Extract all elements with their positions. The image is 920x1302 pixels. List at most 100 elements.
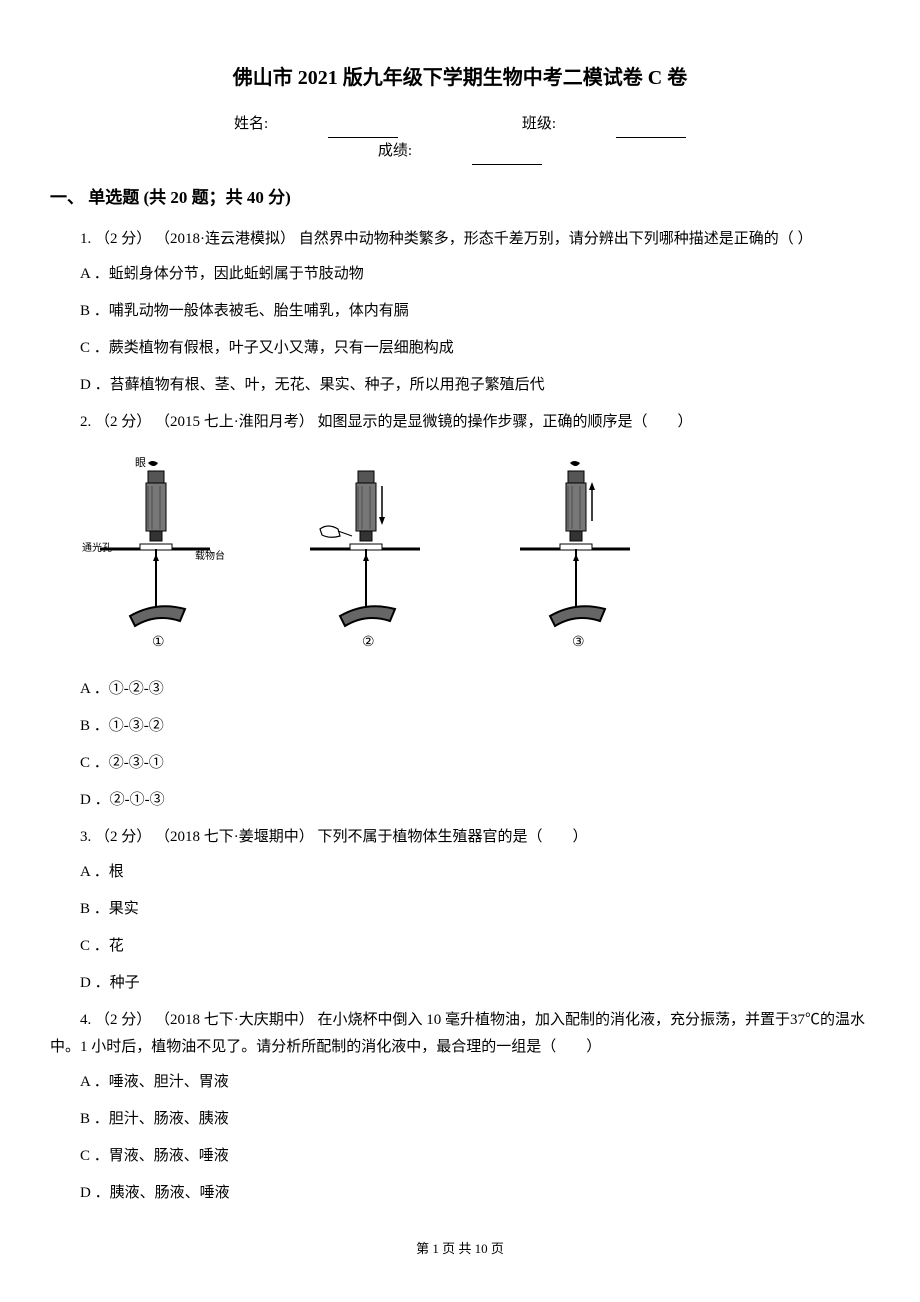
q1-option-b[interactable]: B ．哺乳动物一般体表被毛、胎生哺乳，体内有膈	[50, 298, 870, 325]
stage-label: 载物台	[195, 549, 225, 562]
q4-option-b[interactable]: B ．胆汁、肠液、胰液	[50, 1106, 870, 1133]
eyepiece	[148, 471, 164, 483]
tube	[566, 483, 586, 531]
class-blank[interactable]	[616, 123, 686, 138]
name-field[interactable]: 姓名:	[204, 111, 428, 138]
diagram-2-number: ②	[362, 635, 375, 650]
q3-option-a[interactable]: A ．根	[50, 859, 870, 886]
q2-source: （2015 七上·淮阳月考）	[155, 414, 314, 430]
light-arrow-icon	[573, 554, 579, 561]
objective	[360, 531, 372, 541]
diagram-2: ②	[290, 451, 440, 661]
q4-opt-c-text: 胃液、肠液、唾液	[109, 1148, 229, 1164]
light-arrow-icon	[153, 554, 159, 561]
q1-option-c[interactable]: C ．蕨类植物有假根，叶子又小又薄，只有一层细胞构成	[50, 335, 870, 362]
eyepiece	[568, 471, 584, 483]
microscope-2-svg: ②	[290, 451, 440, 651]
class-label: 班级:	[522, 111, 556, 138]
q1-opt-a-text: 蚯蚓身体分节，因此蚯蚓属于节肢动物	[109, 266, 364, 282]
tube	[356, 483, 376, 531]
eyepiece	[358, 471, 374, 483]
q2-opt-b-text: ①‐③‐②	[109, 718, 164, 734]
microscope-diagrams: 眼 通光孔 载物台	[80, 451, 870, 661]
student-info-fields: 姓名: 班级: 成绩:	[50, 111, 870, 165]
q1-option-d[interactable]: D ．苔藓植物有根、茎、叶，无花、果实、种子，所以用孢子繁殖后代	[50, 372, 870, 399]
score-blank[interactable]	[472, 150, 542, 165]
q1-opt-d-text: 苔藓植物有根、茎、叶，无花、果实、种子，所以用孢子繁殖后代	[110, 377, 545, 393]
q4-option-a[interactable]: A ．唾液、胆汁、胃液	[50, 1069, 870, 1096]
q4-option-d[interactable]: D ．胰液、肠液、唾液	[50, 1180, 870, 1207]
question-2: 2. （2 分） （2015 七上·淮阳月考） 如图显示的是显微镜的操作步骤，正…	[50, 409, 870, 814]
question-3-text: 3. （2 分） （2018 七下·姜堰期中） 下列不属于植物体生殖器官的是（ …	[50, 824, 870, 851]
question-4: 4. （2 分） （2018 七下·大庆期中） 在小烧杯中倒入 10 毫升植物油…	[50, 1007, 870, 1207]
exam-title: 佛山市 2021 版九年级下学期生物中考二模试卷 C 卷	[50, 60, 870, 96]
q4-option-c[interactable]: C ．胃液、肠液、唾液	[50, 1143, 870, 1170]
mirror	[550, 606, 605, 626]
q3-opt-d-text: 种子	[110, 975, 140, 991]
score-label: 成绩:	[378, 138, 412, 165]
q2-opt-d-text: ②‐①‐③	[110, 792, 165, 808]
objective	[570, 531, 582, 541]
aperture-label: 通光孔	[82, 541, 112, 554]
q2-opt-c-text: ②‐③‐①	[109, 755, 164, 771]
diagram-3: ③	[500, 451, 650, 661]
eye-icon	[148, 461, 158, 466]
q2-option-c[interactable]: C ．②‐③‐①	[50, 750, 870, 777]
eye-label: 眼	[135, 456, 146, 469]
question-1-text: 1. （2 分） （2018·连云港模拟） 自然界中动物种类繁多，形态千差万别，…	[50, 226, 870, 253]
q4-opt-a-text: 唾液、胆汁、胃液	[109, 1074, 229, 1090]
q4-points: （2 分）	[95, 1012, 151, 1028]
eye-icon	[570, 461, 580, 466]
q3-opt-a-text: 根	[109, 864, 124, 880]
class-field[interactable]: 班级:	[492, 111, 716, 138]
score-field[interactable]: 成绩:	[348, 138, 572, 165]
q4-num: 4.	[80, 1012, 91, 1028]
hand-icon	[320, 526, 340, 537]
question-4-text: 4. （2 分） （2018 七下·大庆期中） 在小烧杯中倒入 10 毫升植物油…	[50, 1007, 870, 1061]
q3-opt-b-text: 果实	[109, 901, 139, 917]
diagram-1-number: ①	[152, 635, 165, 650]
objective	[150, 531, 162, 541]
question-1: 1. （2 分） （2018·连云港模拟） 自然界中动物种类繁多，形态千差万别，…	[50, 226, 870, 399]
microscope-3-svg: ③	[500, 451, 650, 651]
name-blank[interactable]	[328, 123, 398, 138]
q3-stem: 下列不属于植物体生殖器官的是（ ）	[318, 829, 588, 845]
q3-option-c[interactable]: C ．花	[50, 933, 870, 960]
section-number: 一、	[50, 188, 84, 207]
diagram-3-number: ③	[572, 635, 585, 650]
mirror	[340, 606, 395, 626]
q2-num: 2.	[80, 414, 91, 430]
section-title: 单选题 (共 20 题；共 40 分)	[88, 188, 291, 207]
q3-opt-c-text: 花	[109, 938, 124, 954]
q2-option-b[interactable]: B ．①‐③‐②	[50, 713, 870, 740]
light-arrow-icon	[363, 554, 369, 561]
section-header: 一、 单选题 (共 20 题；共 40 分)	[50, 183, 870, 214]
q2-points: （2 分）	[95, 414, 151, 430]
q1-points: （2 分）	[95, 231, 151, 247]
q2-option-a[interactable]: A ．①‐②‐③	[50, 676, 870, 703]
tube	[146, 483, 166, 531]
question-2-text: 2. （2 分） （2015 七上·淮阳月考） 如图显示的是显微镜的操作步骤，正…	[50, 409, 870, 436]
q2-option-d[interactable]: D ．②‐①‐③	[50, 787, 870, 814]
q3-source: （2018 七下·姜堰期中）	[155, 829, 314, 845]
q1-option-a[interactable]: A ．蚯蚓身体分节，因此蚯蚓属于节肢动物	[50, 261, 870, 288]
up-arrow-icon	[589, 482, 595, 490]
q4-opt-d-text: 胰液、肠液、唾液	[110, 1185, 230, 1201]
microscope-1-svg: 眼 通光孔 载物台	[80, 451, 230, 651]
q4-opt-b-text: 胆汁、肠液、胰液	[109, 1111, 229, 1127]
q1-source: （2018·连云港模拟）	[155, 231, 295, 247]
question-3: 3. （2 分） （2018 七下·姜堰期中） 下列不属于植物体生殖器官的是（ …	[50, 824, 870, 997]
q1-opt-c-text: 蕨类植物有假根，叶子又小又薄，只有一层细胞构成	[109, 340, 454, 356]
name-label: 姓名:	[234, 111, 268, 138]
q2-stem: 如图显示的是显微镜的操作步骤，正确的顺序是（ ）	[318, 414, 693, 430]
down-arrow-icon	[379, 517, 385, 525]
q3-num: 3.	[80, 829, 91, 845]
q3-option-d[interactable]: D ．种子	[50, 970, 870, 997]
q1-num: 1.	[80, 231, 91, 247]
q1-opt-b-text: 哺乳动物一般体表被毛、胎生哺乳，体内有膈	[109, 303, 409, 319]
q4-source: （2018 七下·大庆期中）	[155, 1012, 314, 1028]
q2-opt-a-text: ①‐②‐③	[109, 681, 164, 697]
q3-option-b[interactable]: B ．果实	[50, 896, 870, 923]
diagram-1: 眼 通光孔 载物台	[80, 451, 230, 661]
q1-stem: 自然界中动物种类繁多，形态千差万别，请分辨出下列哪种描述是正确的（ ）	[299, 231, 813, 247]
